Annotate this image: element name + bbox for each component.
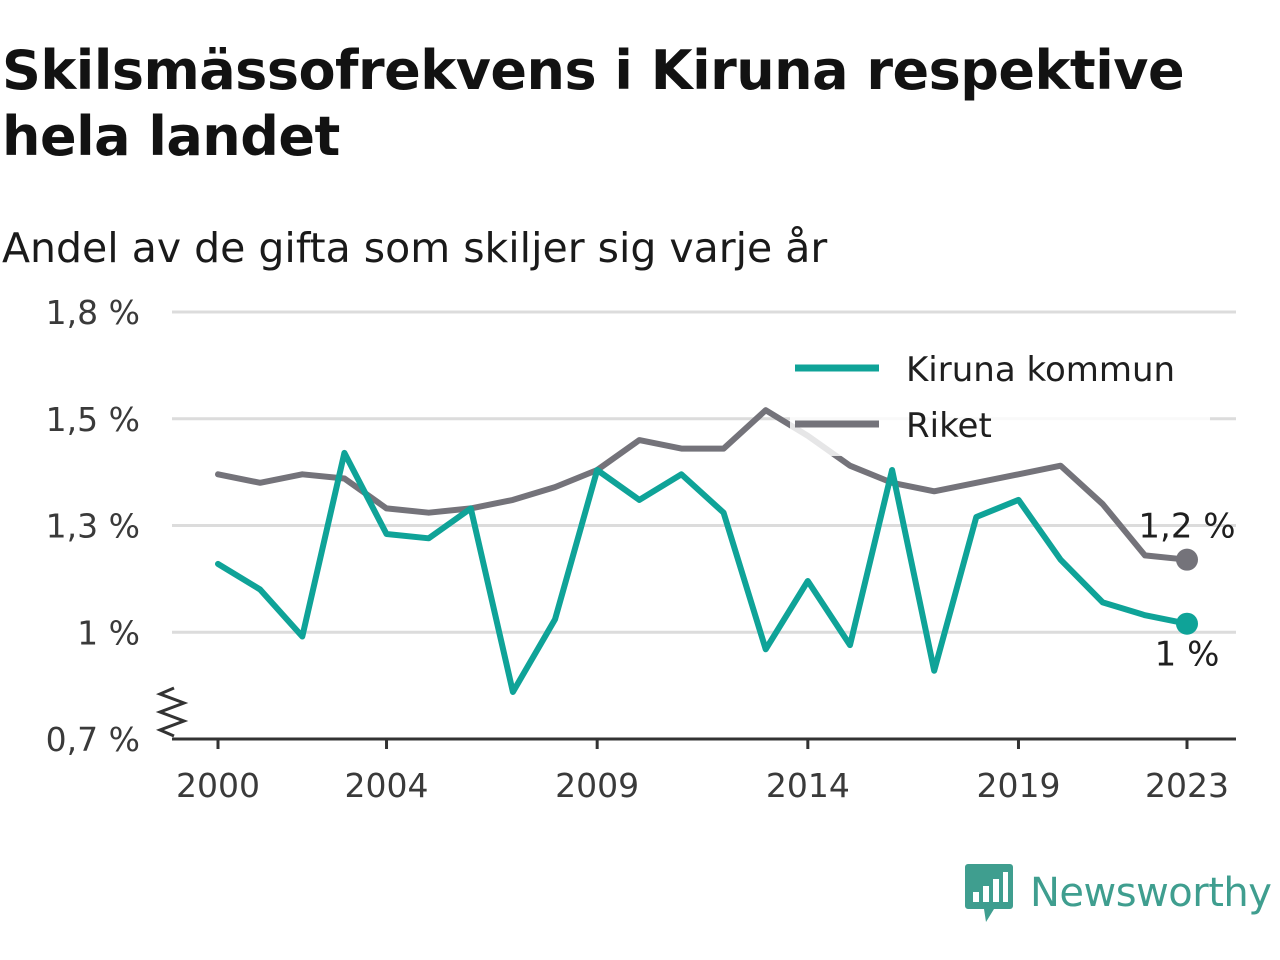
end-marker xyxy=(1176,548,1198,571)
chart-subtitle: Andel av de gifta som skiljer sig varje … xyxy=(2,224,828,272)
legend-label: Riket xyxy=(906,406,992,446)
y-tick-label: 1,3 % xyxy=(46,507,140,546)
series-line-kiruna xyxy=(215,449,1190,695)
x-tick-label: 2019 xyxy=(976,766,1060,805)
end-label: 1,2 % xyxy=(1138,507,1235,547)
x-axis: 2000 2004 2009 2014 2019 2023 xyxy=(155,686,1236,805)
legend-label: Kiruna kommun xyxy=(906,350,1175,390)
x-tick-label: 2000 xyxy=(176,766,260,805)
axis-break-icon xyxy=(155,686,189,738)
y-axis: 0,7 % 1 % 1,3 % 1,5 % 1,8 % xyxy=(46,293,140,759)
y-tick-label: 1,5 % xyxy=(46,400,140,439)
brand-name: Newsworthy xyxy=(1030,870,1272,916)
end-marker xyxy=(1176,612,1198,635)
legend: Kiruna kommun Riket xyxy=(790,332,1210,456)
series-lines xyxy=(215,407,1190,695)
end-labels: 1 % 1,2 % xyxy=(1138,507,1235,675)
y-tick-label: 1 % xyxy=(77,613,140,652)
x-tick-label: 2023 xyxy=(1145,766,1229,805)
series-line-riket xyxy=(215,407,1190,563)
bar-chart-speech-bubble-icon xyxy=(965,864,1013,922)
x-tick-label: 2014 xyxy=(766,766,850,805)
chart-title: Skilsmässofrekvens i Kiruna respektive h… xyxy=(2,39,1185,168)
x-tick-label: 2009 xyxy=(555,766,639,805)
legend-backdrop xyxy=(790,332,1210,456)
x-tick-label: 2004 xyxy=(345,766,429,805)
end-label: 1 % xyxy=(1155,635,1220,675)
y-tick-label: 0,7 % xyxy=(46,720,140,759)
y-tick-label: 1,8 % xyxy=(46,293,140,332)
brand-logo: Newsworthy xyxy=(964,862,1272,924)
